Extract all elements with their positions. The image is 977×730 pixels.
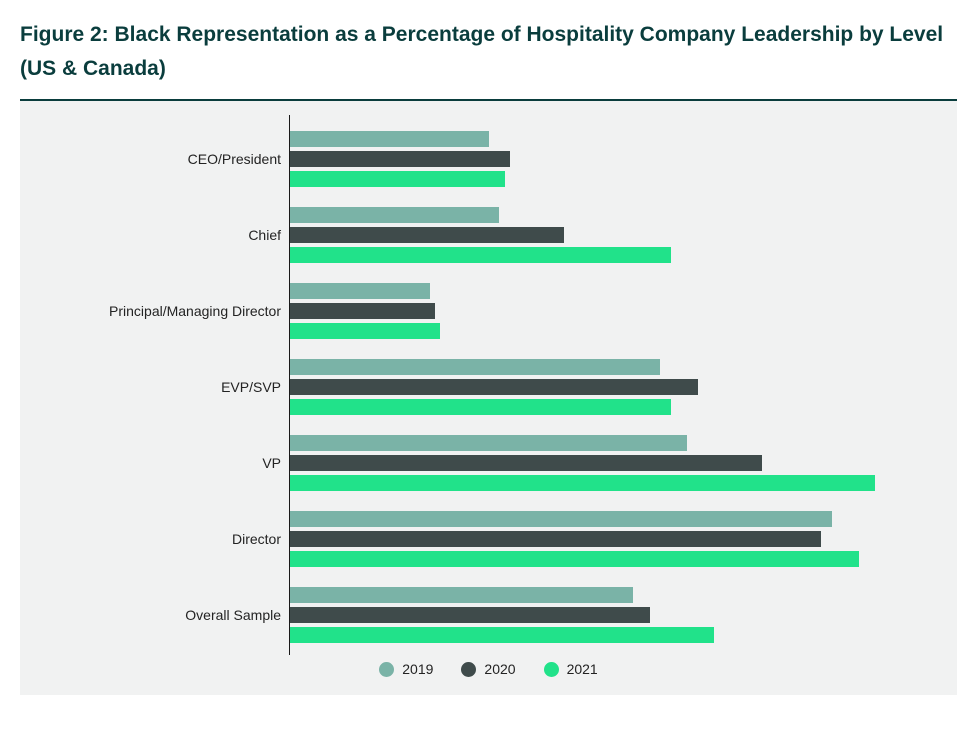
bar <box>290 171 505 187</box>
legend-label: 2020 <box>484 661 515 677</box>
bar <box>290 587 633 603</box>
bar <box>290 455 762 471</box>
bar <box>290 531 821 547</box>
chart-panel: CEO/President Chief Principal/Managing Dir… <box>20 101 957 695</box>
legend-swatch <box>461 662 476 677</box>
legend-item: 2020 <box>461 661 515 677</box>
bar <box>290 359 660 375</box>
legend-item: 2019 <box>379 661 433 677</box>
bar <box>290 607 650 623</box>
category-label: Chief <box>248 227 281 243</box>
bar <box>290 475 875 491</box>
bar <box>290 247 671 263</box>
bar <box>290 151 510 167</box>
legend-label: 2021 <box>567 661 598 677</box>
bar <box>290 511 832 527</box>
bar <box>290 435 687 451</box>
bar <box>290 303 435 319</box>
bar <box>290 227 564 243</box>
bar <box>290 131 489 147</box>
bar <box>290 627 714 643</box>
bar <box>290 399 671 415</box>
legend-label: 2019 <box>402 661 433 677</box>
bar <box>290 283 430 299</box>
category-label: EVP/SVP <box>221 379 281 395</box>
bar <box>290 323 440 339</box>
category-label: VP <box>262 455 281 471</box>
legend-swatch <box>544 662 559 677</box>
category-label: Director <box>232 531 281 547</box>
legend-swatch <box>379 662 394 677</box>
bar <box>290 207 499 223</box>
figure-title: Figure 2: Black Representation as a Perc… <box>20 18 957 85</box>
plot-area: CEO/President Chief Principal/Managing Dir… <box>44 115 933 655</box>
category-label: Overall Sample <box>185 607 281 623</box>
category-label: Principal/Managing Director <box>109 303 281 319</box>
bar <box>290 379 698 395</box>
bars-area <box>289 115 933 655</box>
legend: 2019 2020 2021 <box>44 661 933 677</box>
category-label: CEO/President <box>188 151 281 167</box>
bar <box>290 551 859 567</box>
legend-item: 2021 <box>544 661 598 677</box>
y-axis-labels: CEO/President Chief Principal/Managing Dir… <box>44 115 289 655</box>
